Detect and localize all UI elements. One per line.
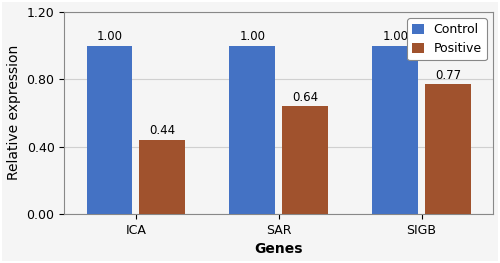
- Text: 0.64: 0.64: [292, 91, 318, 104]
- Text: 0.77: 0.77: [435, 69, 461, 82]
- Y-axis label: Relative expression: Relative expression: [7, 45, 21, 180]
- Legend: Control, Positive: Control, Positive: [408, 18, 487, 60]
- Bar: [282, 106, 328, 214]
- X-axis label: Genes: Genes: [254, 242, 303, 256]
- Text: 1.00: 1.00: [382, 30, 408, 43]
- Bar: [425, 84, 471, 214]
- Text: 1.00: 1.00: [240, 30, 266, 43]
- Bar: [372, 45, 418, 214]
- Text: 0.44: 0.44: [149, 124, 175, 137]
- Text: 1.00: 1.00: [96, 30, 122, 43]
- Bar: [86, 45, 132, 214]
- Bar: [230, 45, 275, 214]
- Bar: [139, 140, 185, 214]
